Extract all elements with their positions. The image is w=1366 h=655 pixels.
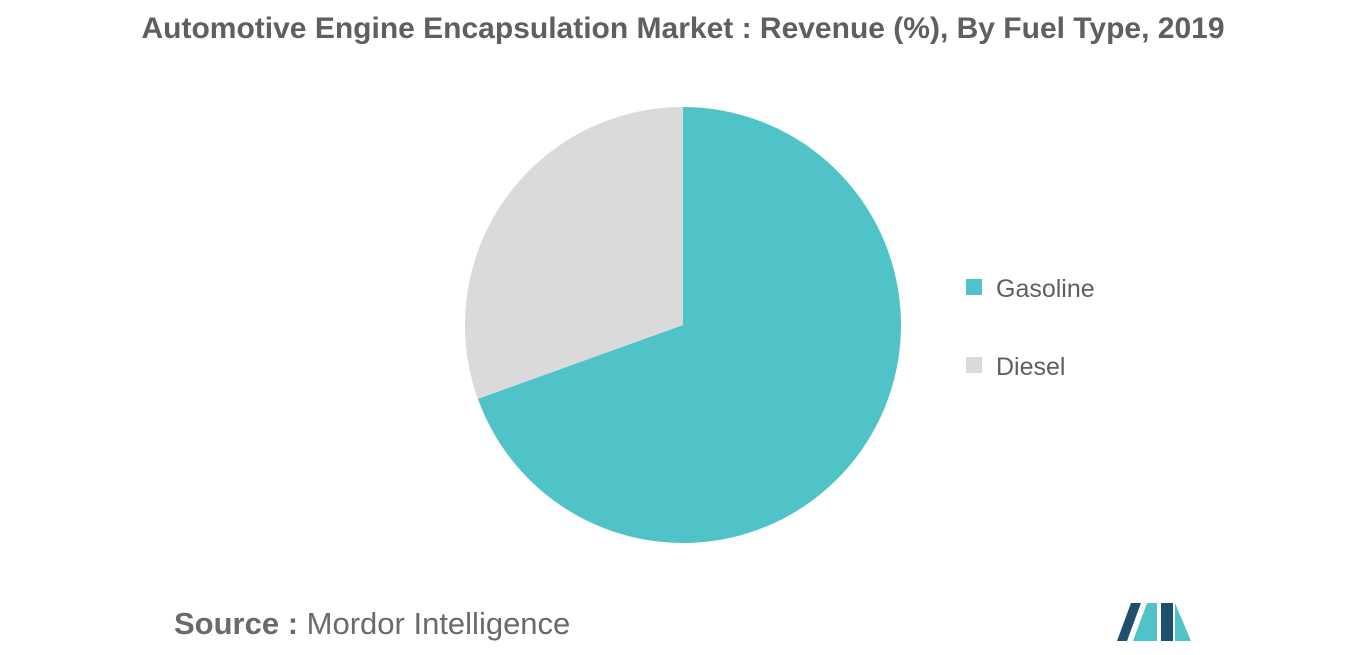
legend: Gasoline Diesel [966,275,1095,381]
source-note: Source : Mordor Intelligence [174,606,570,642]
pie-slice-gasoline [477,107,902,543]
logo-shape-far [1175,603,1191,641]
logo-shape-right [1161,603,1173,641]
legend-label-gasoline: Gasoline [996,275,1095,303]
logo-shape-mid [1133,603,1157,641]
mordor-intelligence-logo [1117,603,1191,641]
legend-label-diesel: Diesel [996,353,1065,381]
chart-title: Automotive Engine Encapsulation Market :… [141,12,1225,45]
pie-chart: Gasoline Diesel [465,107,1095,543]
source-key: Source : [174,606,299,641]
pie-slice-diesel [465,107,683,399]
logo-shape-left [1117,603,1141,641]
legend-swatch-diesel [966,357,982,373]
pie-slices [465,107,902,543]
source-value: Mordor Intelligence [306,606,571,641]
legend-swatch-gasoline [966,279,982,295]
